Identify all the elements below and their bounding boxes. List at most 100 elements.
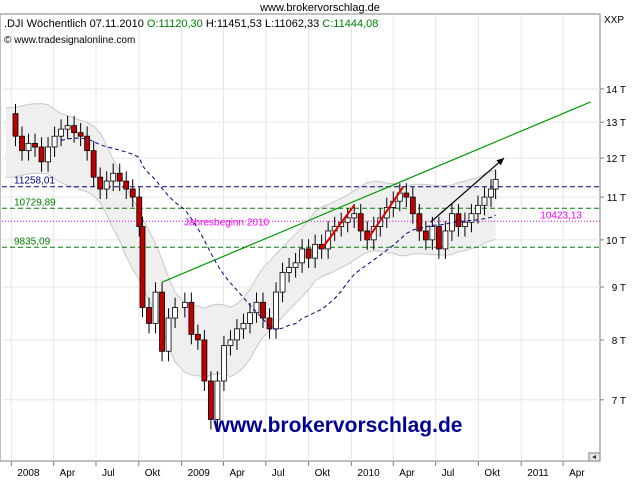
- y-tick-label-4: 10 T: [606, 236, 626, 247]
- candlesticks: [12, 103, 499, 430]
- candle-body-25: [165, 317, 172, 352]
- candle-body-67: [442, 230, 449, 250]
- candle-body-9: [64, 125, 71, 130]
- candle-body-19: [129, 188, 136, 198]
- candle-body-73: [481, 196, 488, 206]
- candle-body-15: [103, 180, 110, 190]
- drawings: [60, 101, 591, 331]
- candle-body-16: [110, 172, 117, 182]
- candle-body-26: [172, 307, 178, 319]
- candle-body-66: [435, 226, 442, 250]
- candle-body-30: [201, 339, 208, 382]
- candle-body-32: [214, 380, 221, 420]
- candle-body-62: [409, 196, 416, 215]
- y-tick-label-3: 11 T: [607, 193, 626, 204]
- candle-body-12: [84, 135, 91, 152]
- trendline-0: [161, 101, 591, 283]
- candle-body-14: [97, 176, 104, 190]
- candle-body-43: [286, 267, 292, 273]
- swing-line-0: [320, 204, 356, 250]
- x-axis: 2008 Apr Jul Okt 2009 Apr Jul Okt 2010 Apr Jul Okt 2…: [10, 461, 585, 479]
- site-header: www.brokervorschlag.de: [259, 2, 380, 14]
- candle-body-5: [38, 146, 45, 163]
- legend-close: C:11444,08: [322, 18, 378, 30]
- candle-body-38: [253, 301, 260, 314]
- band-lower: [5, 172, 496, 379]
- candle-body-42: [279, 271, 286, 293]
- candle-body-31: [208, 380, 214, 420]
- candle-body-65: [429, 226, 436, 241]
- swing-line-1: [366, 186, 404, 241]
- y-tick-label-5: 9 T: [612, 283, 626, 294]
- level-label-0: 11258,01: [14, 176, 55, 187]
- candle-body-70: [462, 221, 468, 227]
- candle-body-52: [344, 217, 351, 223]
- level-label-1: 10729,89: [14, 197, 56, 208]
- candle-body-41: [273, 291, 279, 330]
- candle-body-35: [234, 328, 240, 341]
- y-tick-label-1: 13 T: [606, 118, 626, 129]
- candle-body-44: [292, 262, 299, 268]
- band-upper: [5, 103, 496, 309]
- legend: .DJI Wöchentlich 07.11.2010 O:11120,30 H…: [4, 18, 378, 30]
- candle-body-40: [266, 317, 273, 330]
- x-tick-label-7: Okt: [315, 468, 331, 479]
- exchange-label: XXP: [604, 15, 624, 26]
- candle-body-24: [159, 291, 165, 352]
- x-tick-label-12: 2011: [527, 468, 549, 479]
- candle-body-11: [77, 132, 84, 137]
- candle-body-71: [468, 213, 475, 223]
- arrow-1: [430, 157, 505, 223]
- candle-body-36: [240, 323, 247, 330]
- x-tick-label-11: Okt: [484, 468, 500, 479]
- candle-body-37: [247, 312, 253, 324]
- candle-body-27: [181, 301, 188, 308]
- legend-date: 07.11.2010: [90, 18, 144, 30]
- legend-symbol: .DJI: [4, 18, 24, 30]
- candle-body-33: [221, 345, 227, 382]
- candle-body-28: [188, 301, 195, 335]
- candle-body-39: [260, 301, 266, 319]
- candle-body-69: [455, 213, 462, 227]
- y-tick-label-7: 7 T: [612, 396, 626, 407]
- level-label-2: 10423,13: [540, 210, 582, 221]
- candle-body-34: [227, 339, 234, 346]
- x-tick-label-3: Okt: [145, 468, 161, 479]
- x-tick-label-1: Apr: [60, 468, 76, 479]
- x-tick-label-8: 2010: [357, 468, 380, 479]
- y-axis: 14 T 13 T 12 T 11 T 10 T 9 T 8 T 7 T: [600, 85, 626, 407]
- candle-body-74: [488, 188, 494, 198]
- watermark: www.brokervorschlag.de: [213, 414, 463, 437]
- y-tick-label-0: 14 T: [606, 85, 626, 96]
- candle-body-63: [416, 213, 423, 232]
- x-tick-label-2: Jul: [102, 468, 115, 479]
- annotation-year-start: Jahresbeginn 2010: [184, 217, 270, 228]
- arrow-head-1: [496, 158, 505, 166]
- y-tick-label-2: 12 T: [606, 154, 626, 165]
- candle-body-13: [90, 150, 97, 178]
- candle-body-45: [299, 248, 305, 264]
- candle-body-18: [123, 180, 130, 190]
- candle-body-6: [45, 146, 51, 163]
- candle-body-54: [357, 213, 364, 232]
- candle-body-64: [422, 230, 429, 241]
- candle-body-17: [116, 172, 123, 182]
- copyright: © www.tradesignalonline.com: [4, 35, 135, 46]
- legend-open: O:11120,30: [147, 18, 203, 30]
- legend-high: H:11451,53: [206, 18, 262, 30]
- x-tick-label-6: Jul: [272, 468, 285, 479]
- x-tick-label-4: 2009: [188, 468, 211, 479]
- x-tick-label-0: 2008: [17, 468, 40, 479]
- candle-body-8: [58, 128, 64, 137]
- scroll-arrow-icon[interactable]: [588, 452, 601, 462]
- level-label-3: 9835,09: [14, 236, 51, 247]
- candle-body-2: [19, 135, 25, 152]
- candle-body-53: [351, 213, 358, 219]
- candle-body-75: [492, 178, 499, 190]
- candle-body-4: [32, 142, 38, 148]
- candle-body-1: [12, 113, 19, 137]
- candle-body-10: [71, 125, 78, 134]
- candle-body-29: [194, 333, 201, 341]
- x-tick-label-10: Jul: [442, 468, 455, 479]
